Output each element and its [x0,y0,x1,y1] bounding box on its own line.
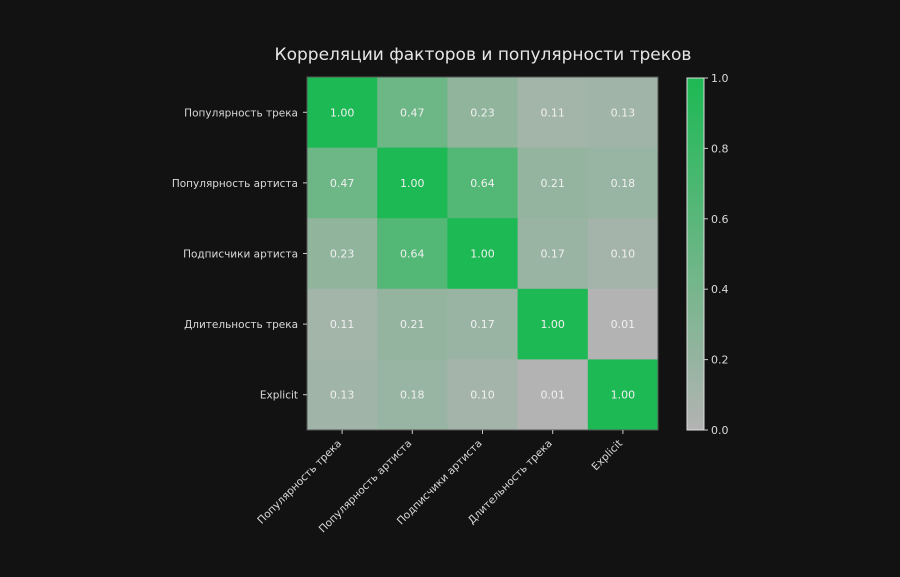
cell-value-label: 0.64 [470,177,495,190]
cell-value-label: 0.18 [400,389,425,402]
cell-value-label: 0.10 [611,248,636,261]
colorbar-tick-label: 0.6 [711,213,729,226]
heatmap-cell [307,359,378,431]
heatmap-cell [307,77,378,149]
cell-value-label: 1.00 [330,106,355,119]
cell-value-label: 0.01 [540,389,565,402]
heatmap-cell [377,77,448,149]
colorbar-tick-label: 0.2 [711,354,729,367]
cell-value-label: 0.17 [540,248,565,261]
heatmap-cell [587,77,659,149]
heatmap-cell [517,77,589,149]
cell-value-label: 0.18 [611,177,636,190]
cell-value-label: 1.00 [400,177,425,190]
heatmap-cell [587,147,659,219]
colorbar-tick-label: 0.4 [711,283,729,296]
cell-value-label: 0.47 [400,106,425,119]
heatmap-cell [447,218,519,290]
cell-value-label: 0.23 [330,248,355,261]
heatmap-cell [377,359,448,431]
cell-value-label: 0.17 [470,318,495,331]
heatmap-cell [517,147,589,219]
heatmap-cell [447,147,519,219]
row-tick-label: Популярность артиста [172,178,298,190]
cell-value-label: 0.13 [330,389,355,402]
column-tick-label: Explicit [590,438,625,473]
cell-value-label: 0.64 [400,248,425,261]
heatmap-cell [307,218,378,290]
cell-value-label: 1.00 [470,248,495,261]
row-tick-label: Explicit [260,390,298,402]
cell-value-label: 0.21 [400,318,425,331]
cell-value-label: 0.11 [330,318,355,331]
heatmap-cell [517,359,589,431]
heatmap-cells: 1.00 0.47 0.23 0.11 0.13 0.47 1.00 0.64 0.21 0.18… [306,76,659,431]
heatmap-cell [447,77,519,149]
colorbar: 0.0 0.2 0.4 0.6 0.8 1.0 [686,72,729,437]
cell-value-label: 0.13 [611,106,636,119]
cell-value-label: 0.47 [330,177,355,190]
row-labels: Популярность трека Популярность артиста По… [172,107,307,402]
cell-value-label: 0.01 [611,318,636,331]
cell-value-label: 0.10 [470,389,495,402]
heatmap-cell [377,288,448,360]
heatmap-cell [307,288,378,360]
row-tick-label: Длительность трека [184,319,298,331]
row-tick-label: Популярность трека [184,107,298,119]
colorbar-tick-label: 0.8 [711,142,729,155]
cell-value-label: 0.23 [470,106,495,119]
cell-value-label: 1.00 [611,389,636,402]
heatmap-cell [307,147,378,219]
row-tick-label: Подписчики артиста [183,249,298,261]
colorbar-tick-label: 1.0 [711,72,729,85]
colorbar-tick-label: 0.0 [711,424,729,437]
heatmap-cell [587,359,659,431]
cell-value-label: 1.00 [540,318,565,331]
cell-value-label: 0.11 [540,106,565,119]
heatmap-cell [587,288,659,360]
heatmap-cell [587,218,659,290]
heatmap-cell [377,147,448,219]
colorbar-bar [686,77,705,431]
cell-value-label: 0.21 [540,177,565,190]
heatmap-cell [377,218,448,290]
chart-title: Корреляции факторов и популярности треко… [275,45,692,65]
heatmap-cell [517,218,589,290]
heatmap-cell [517,288,589,360]
heatmap-cell [447,288,519,360]
heatmap-cell [447,359,519,431]
